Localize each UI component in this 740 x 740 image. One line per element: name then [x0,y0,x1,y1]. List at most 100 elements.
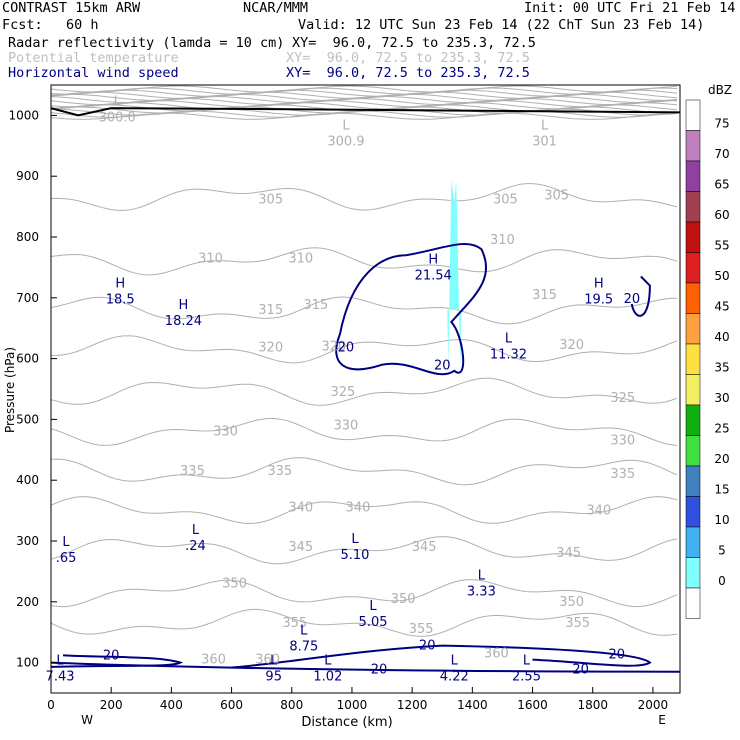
figure-header: CONTRAST 15km ARW NCAR/MMM Init: 00 UTC … [0,0,740,85]
wind-contour-upper [50,661,681,673]
theta-label: 360 [255,653,280,668]
center-letter: H [594,277,604,292]
theta-contour-340 [50,496,678,525]
center-label: NCAR/MMM [243,0,309,16]
x-tick-label: 1400 [457,698,488,712]
center-value: 7.43 [46,670,75,685]
theta-contour-315 [50,296,678,325]
theta-label: 355 [565,616,590,631]
colorbar-swatch [685,191,701,223]
y-tick-label: 500 [16,412,39,426]
wind-label: 20 [338,340,355,355]
surface-line [50,107,681,117]
wind-label: 20 [419,638,436,653]
colorbar-label: 25 [714,422,729,436]
center-letter: L [56,654,64,669]
colorbar-label: 75 [714,117,729,131]
x-tick-label: 1200 [397,698,428,712]
theta-label: 330 [334,418,359,433]
reflectivity-cell [447,180,462,370]
center-letter: L [114,94,122,109]
theta-contour-320 [50,335,678,364]
colorbar-swatch [685,587,701,619]
theta-contours [50,183,678,637]
x-tick-label: 200 [100,698,123,712]
x-tick-label: 2000 [638,698,669,712]
colorbar-label: 20 [714,452,729,466]
center-value: 2.55 [512,670,541,685]
wind-labels: 20 20 20 20 20 20 20 20 [103,292,640,678]
field-xy-theta: XY= 96.0, 72.5 to 235.3, 72.5 [286,50,530,66]
theta-contour-upper [50,85,678,93]
theta-contours-upper [50,85,678,120]
colorbar-swatch [685,465,701,497]
theta-label: 345 [556,546,581,561]
colorbar-swatch [685,343,701,375]
colorbar-swatch [685,252,701,284]
center-letter: L [451,654,459,669]
center-letter: H [115,277,125,292]
center-letter: L [300,623,308,638]
theta-label: 315 [303,298,328,313]
colorbar-label: 35 [714,361,729,375]
valid-time: Valid: 12 UTC Sun 23 Feb 14 (22 ChT Sun … [298,17,705,33]
center-value: 4.22 [440,670,469,685]
theta-label: 360 [484,646,509,661]
center-letter: L [523,654,531,669]
theta-label: 340 [288,501,313,516]
colorbar-swatch [685,496,701,528]
theta-contour-upper [50,112,678,120]
colorbar-label: 0 [718,574,726,588]
theta-labels: 360 360 360 355 355 355 350 350 350 345 345 345 340 3… [180,189,635,668]
center-value: 300.9 [327,135,364,150]
y-tick-label: 800 [16,230,39,244]
center-value: 11.32 [490,347,527,362]
theta-contour-305 [50,183,678,211]
colorbar-swatch [685,221,701,253]
surface-line [50,107,681,117]
theta-label: 305 [258,192,283,207]
wind-contour-jet [231,644,652,669]
colorbar-swatch [685,557,701,589]
field-xy-reflectivity: XY= 96.0, 72.5 to 235.3, 72.5 [292,35,536,51]
theta-label: 310 [198,251,223,266]
x-tick-label: 600 [220,698,243,712]
y-tick-label: 400 [16,473,39,487]
theta-label: 325 [610,391,635,406]
wind-contours [50,242,681,673]
colorbar-swatch [685,404,701,436]
x-tick-label: 1600 [517,698,548,712]
colorbar-label: 30 [714,391,729,405]
colorbar-label: 60 [714,208,729,222]
center-value: 8.75 [289,639,318,654]
center-letter: H [179,298,189,313]
theta-label: 310 [288,251,313,266]
y-tick-label: 700 [16,291,39,305]
colorbar-label: 55 [714,239,729,253]
center-value: 1.02 [313,670,342,685]
reflectivity-shading [447,180,462,370]
theta-label: 330 [213,425,238,440]
pressure-centers: L7.43L95L1.02L4.22L2.55L8.75L5.05L3.33L.… [46,94,614,684]
colorbar-swatch [685,526,701,558]
center-value: 5.05 [359,615,388,630]
init-time: Init: 00 UTC Fri 21 Feb 14 [524,0,736,16]
theta-label: 335 [610,467,635,482]
colorbar-swatch [685,282,701,314]
y-tick-label: 100 [16,656,39,670]
colorbar-label: 70 [714,147,729,161]
fcst-label: Fcst: [2,17,43,33]
center-letter: L [270,654,278,669]
theta-label: 345 [288,540,313,555]
x-tick-label: 1000 [337,698,368,712]
axes: 0 200 400 600 800 1000 1200 1400 1600 1800 2000 100… [8,108,668,712]
theta-contour-upper [50,89,678,97]
center-value: 18.5 [106,293,135,308]
theta-label: 355 [409,622,434,637]
center-letter: L [541,119,549,134]
colorbar-label: 15 [714,483,729,497]
theta-contour-335 [50,457,678,486]
center-letter: L [478,569,486,584]
center-value: 95 [265,670,282,685]
